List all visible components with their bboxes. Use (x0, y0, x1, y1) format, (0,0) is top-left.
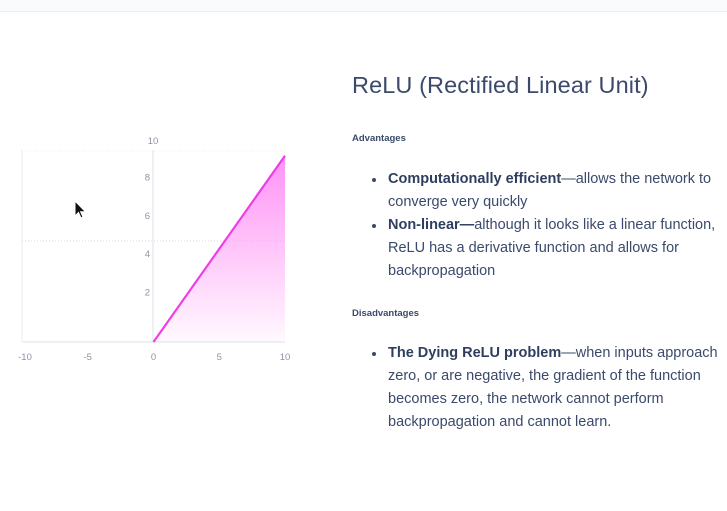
y-tick-label: 10 (148, 136, 159, 147)
x-tick-label: -5 (84, 352, 92, 363)
x-tick-label: 0 (151, 352, 156, 363)
page-title: ReLU (Rectified Linear Unit) (352, 72, 649, 98)
y-tick-label: 8 (145, 172, 150, 183)
item-text: —allows the network to converge very qui… (388, 171, 712, 210)
item-text: although it looks like a linear function… (388, 217, 716, 279)
top-bar (0, 0, 727, 12)
x-tick-label: -10 (18, 352, 32, 363)
relu-chart: -10 -5 0 5 10 2 4 6 8 10 (18, 136, 290, 363)
item-bold: The Dying ReLU problem (388, 345, 562, 361)
content-panel: ReLU (Rectified Linear Unit) Advantages … (352, 72, 722, 430)
item-bold: Non-linear— (388, 217, 475, 233)
relu-line (152, 155, 286, 343)
x-tick-label: 10 (280, 352, 291, 363)
disadvantages-heading: Disadvantages (352, 308, 420, 319)
y-tick-label: 6 (145, 211, 150, 222)
advantages-heading: Advantages (352, 133, 406, 144)
list-item: Computationally efficient—allows the net… (352, 168, 722, 214)
list-item: The Dying ReLU problem—when inputs appro… (352, 342, 722, 434)
item-text: —when inputs approach zero, or are negat… (388, 345, 718, 430)
y-tick-label: 4 (145, 249, 150, 260)
axis-ticks: -10 -5 0 5 10 2 4 6 8 10 (18, 136, 290, 363)
advantages-list: Computationally efficient—allows the net… (352, 168, 722, 283)
x-tick-label: 5 (217, 352, 222, 363)
item-bold: Computationally efficient (388, 171, 562, 187)
y-tick-label: 2 (145, 288, 150, 299)
disadvantages-list: The Dying ReLU problem—when inputs appro… (352, 342, 722, 434)
mouse-pointer-icon (74, 200, 87, 219)
list-item: Non-linear—although it looks like a line… (352, 214, 722, 283)
